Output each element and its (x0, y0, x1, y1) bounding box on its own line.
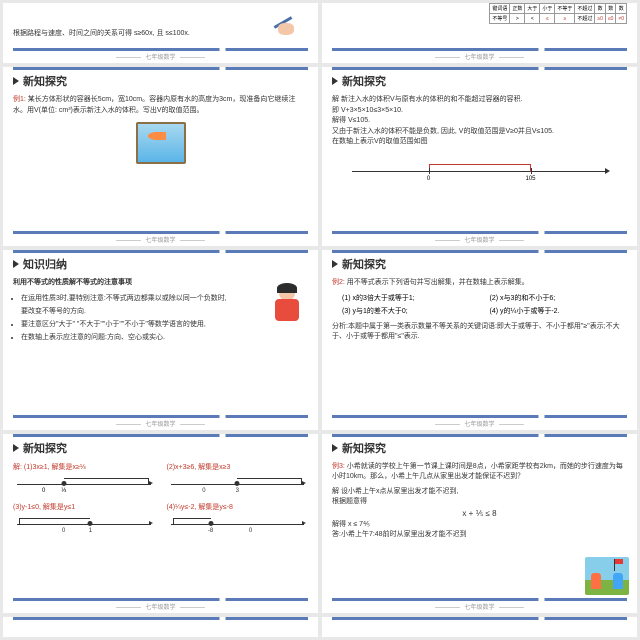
bottom-accent (332, 48, 627, 51)
fishtank-illustration (136, 122, 186, 164)
slide-4: 新知探究 解 新注入水的体积V与原有水的体积的和不能超过容器的容积. 即 V+3… (322, 67, 637, 246)
subtitle: 利用不等式的性质解不等式的注意事项 (13, 278, 308, 289)
kids-illustration (585, 557, 629, 595)
slide-1-partial: 根据路程与速度、时间之间的关系可得 s≥60x, 且 s≤100x. 七年级数学 (3, 3, 318, 63)
analysis: 分析:本题中属于第一类表示数量不等关系的关键词语:即大于或等于、不小于都用"≥"… (332, 322, 627, 343)
header: 新知探究 (13, 73, 308, 89)
slide-3: 新知探究 例1: 某长方体形状的容器长5cm，宽10cm。容器内原有水的高度为3… (3, 67, 318, 246)
slide-10-partial (322, 617, 637, 637)
triangle-icon (13, 77, 19, 85)
slide-6: 新知探究 例2: 用不等式表示下列语句并写出解集，并在数轴上表示解集。 (1) … (322, 250, 637, 429)
bullet-list: 在运用性质3时,要特别注意:不等式两边都乘以或除以同一个负数时, 要改变不等号的… (13, 293, 308, 344)
bottom-accent (13, 48, 308, 51)
solutions-grid: 解: (1)3x≥1, 解集是x≥⅓ 0⅓ (2)x+3≥6, 解集是x≥3 0… (13, 462, 308, 538)
inequality-table: 键词语正数大于小于不等于不超过数数数 不等号><≤≥不超过≥0≤0≠0 (489, 3, 627, 24)
slide-title: 新知探究 (23, 73, 67, 89)
example-text: 例1: 某长方体形状的容器长5cm，宽10cm。容器内原有水的高度为3cm，现准… (13, 95, 308, 116)
slide-7: 新知探究 解: (1)3x≥1, 解集是x≥⅓ 0⅓ (2)x+3≥6, 解集是… (3, 434, 318, 613)
pen-illustration (268, 11, 298, 35)
note-text: 根据路程与速度、时间之间的关系可得 s≥60x, 且 s≤100x. (13, 29, 308, 40)
number-line: 0 105 (352, 156, 607, 186)
slide-5: 知识归纳 利用不等式的性质解不等式的注意事项 在运用性质3时,要特别注意:不等式… (3, 250, 318, 429)
footer: 七年级数学 (3, 52, 318, 61)
slide-2-partial: 键词语正数大于小于不等于不超过数数数 不等号><≤≥不超过≥0≤0≠0 七年级数… (322, 3, 637, 63)
boy-illustration (271, 285, 303, 327)
slide-8: 新知探究 例3: 小希就读的学校上午第一节课上课时间是8点，小希家距学校有2km… (322, 434, 637, 613)
footer: 七年级数学 (322, 52, 637, 61)
slide-9-partial (3, 617, 318, 637)
options: (1) x的3倍大于或等于1;(2) x与3的和不小于6; (3) y与1的差不… (342, 293, 627, 316)
solution-line: 解 新注入水的体积V与原有水的体积的和不能超过容器的容积. (332, 95, 627, 106)
